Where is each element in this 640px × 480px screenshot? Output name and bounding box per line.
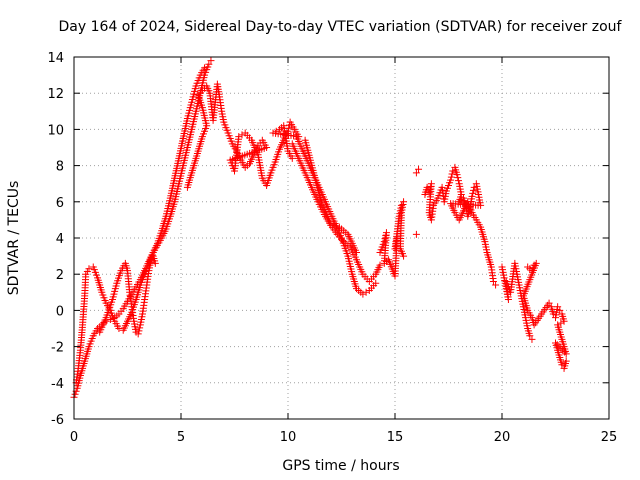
x-axis-label: GPS time / hours (282, 458, 399, 474)
y-tick-label: -4 (51, 377, 64, 392)
data-point (447, 176, 455, 184)
data-point (425, 189, 433, 197)
data-point (327, 220, 335, 228)
data-point-fill (71, 390, 79, 398)
data-point-fill (135, 327, 143, 335)
y-tick-label: -6 (51, 413, 64, 428)
y-axis-label: SDTVAR / TECUs (6, 181, 22, 296)
data-point-fill (238, 131, 246, 139)
data-point-fill (560, 348, 568, 356)
y-tick-label: 8 (56, 160, 64, 175)
data-point (412, 169, 420, 177)
data-point (376, 261, 384, 269)
data-point-fill (136, 324, 144, 332)
y-tick-label: 0 (56, 304, 64, 319)
data-point-fill (447, 173, 455, 181)
data-point (415, 165, 423, 173)
chart-title: Day 164 of 2024, Sidereal Day-to-day VTE… (59, 19, 623, 35)
data-point (201, 64, 209, 72)
data-point-fill (469, 186, 477, 194)
data-point (359, 290, 367, 298)
data-point-fill (448, 170, 456, 178)
data-point (554, 303, 562, 311)
data-point (205, 60, 213, 68)
data-point (468, 192, 476, 200)
data-point (489, 277, 497, 285)
data-point (288, 154, 296, 162)
data-point-fill (557, 319, 565, 327)
data-point (453, 171, 461, 179)
data-point (526, 332, 534, 340)
data-point (412, 230, 420, 238)
x-tick-label: 25 (601, 430, 618, 445)
data-point (380, 238, 388, 246)
x-tick-label: 10 (280, 430, 297, 445)
y-tick-label: 12 (47, 87, 64, 102)
data-point-fill (333, 222, 341, 230)
y-tick-label: 10 (47, 123, 64, 138)
y-tick-label: 4 (56, 232, 64, 247)
data-point (545, 299, 553, 307)
data-point (85, 265, 93, 273)
data-point (352, 248, 360, 256)
data-point (562, 357, 570, 365)
data-point (562, 350, 570, 358)
x-tick-label: 0 (70, 430, 78, 445)
data-point (147, 256, 155, 264)
data-point-fill (454, 174, 462, 182)
data-point (558, 361, 566, 369)
x-tick-label: 15 (387, 430, 404, 445)
data-points (70, 57, 570, 401)
data-point-fill (272, 127, 280, 135)
y-tick-label: -2 (51, 341, 64, 356)
data-point (449, 167, 457, 175)
data-point (207, 57, 215, 65)
data-point (397, 201, 405, 209)
data-point (106, 315, 114, 323)
data-point (372, 279, 380, 287)
data-point-fill (330, 221, 338, 229)
axis-ticks: 0 5 10 15 20 25 -6 -4 -2 0 2 4 6 8 10 12 14 (47, 51, 617, 445)
data-point-fill (381, 235, 389, 243)
data-point-fill (469, 189, 477, 197)
y-tick-label: 6 (56, 196, 64, 211)
y-tick-label: 14 (47, 51, 64, 66)
data-point (151, 259, 159, 267)
x-tick-label: 5 (177, 430, 185, 445)
data-point (269, 129, 277, 137)
data-point (400, 252, 408, 260)
x-tick-label: 20 (494, 430, 511, 445)
data-point (560, 317, 568, 325)
data-point-fill (362, 288, 370, 296)
y-tick-label: 2 (56, 268, 64, 283)
data-point (556, 306, 564, 314)
data-point (528, 335, 536, 343)
plot-frame (73, 56, 610, 420)
data-point-fill (557, 344, 565, 352)
data-point (134, 330, 142, 338)
data-point-fill (454, 177, 462, 185)
data-point (235, 133, 243, 141)
data-point (492, 281, 500, 289)
